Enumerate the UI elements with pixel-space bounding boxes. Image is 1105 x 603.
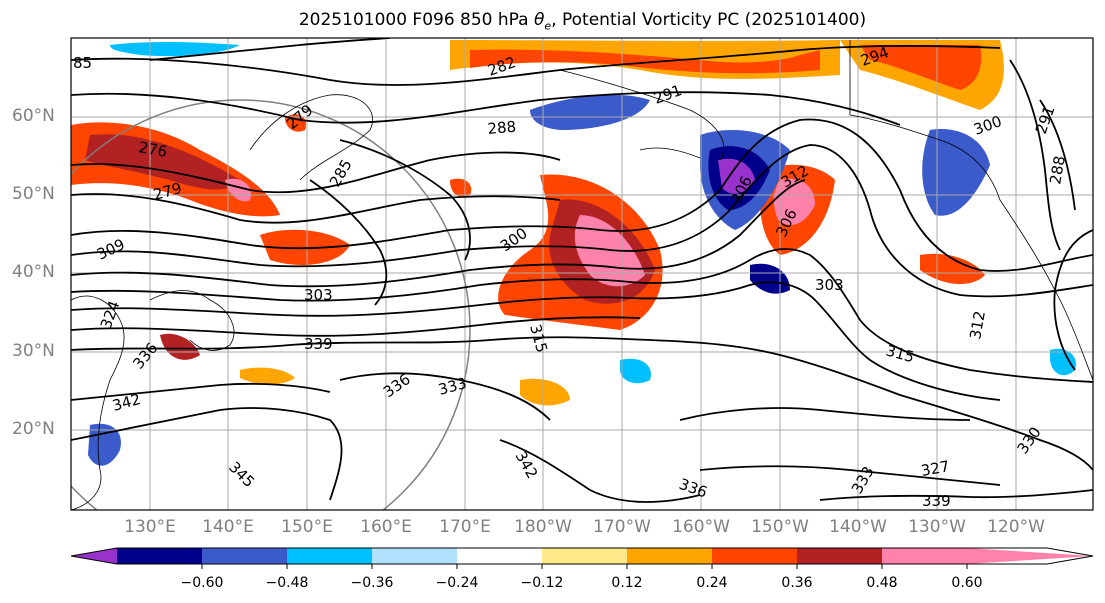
lat-label: 60°N [12, 106, 55, 126]
title-suffix: , Potential Vorticity PC (2025101400) [551, 10, 867, 30]
contour-label: 85 [73, 54, 92, 72]
lon-label: 130°W [908, 517, 966, 537]
lat-label: 20°N [12, 419, 55, 439]
lon-label: 180°W [514, 517, 572, 537]
lon-label: 140°W [829, 517, 887, 537]
colorbar-segment [882, 548, 967, 564]
colorbar-segment [372, 548, 457, 564]
lat-label: 30°N [12, 341, 55, 361]
map-frame [70, 37, 1094, 511]
colorbar-tick-label: 0.12 [611, 575, 643, 591]
colorbar-extend-high [967, 548, 1093, 564]
colorbar-segment [202, 548, 287, 564]
map-title: 2025101000 F096 850 hPa θe, Potential Vo… [0, 10, 1105, 32]
contour-label: 288 [1046, 154, 1069, 185]
colorbar-tick-label: 0.24 [696, 575, 728, 591]
contour-label: 339 [304, 335, 333, 353]
colorbar-extend-low [71, 548, 117, 564]
lat-label: 50°N [12, 184, 55, 204]
colorbar-tick-label: 0.60 [951, 575, 983, 591]
contour-label: 303 [815, 276, 844, 294]
pv-shading [71, 40, 1076, 466]
colorbar-segment [627, 548, 712, 564]
title-theta-subscript: e [544, 19, 552, 33]
lon-label: 140°E [202, 517, 254, 537]
colorbar-tick-label: −0.48 [265, 575, 309, 591]
graticule [71, 38, 1093, 510]
contour-label: 327 [920, 457, 951, 480]
colorbar-tick-label: −0.60 [180, 575, 224, 591]
contour-label: 288 [487, 118, 517, 138]
theta-e-contours [71, 38, 1093, 503]
title-prefix: 2025101000 F096 850 hPa [298, 10, 534, 30]
contour-label: 276 [137, 138, 168, 161]
colorbar [70, 547, 1094, 569]
colorbar-segment [542, 548, 627, 564]
contour-label: 303 [304, 286, 333, 304]
lon-label: 150°W [751, 517, 809, 537]
coastlines [71, 40, 1093, 510]
colorbar-segment [712, 548, 797, 564]
colorbar-segment [287, 548, 372, 564]
lon-label: 170°E [439, 517, 491, 537]
contour-label: 312 [966, 309, 989, 340]
colorbar-segment [117, 548, 202, 564]
lat-label: 40°N [12, 262, 55, 282]
colorbar-tick-label: 0.36 [781, 575, 813, 591]
map-panel: 85 282 294 279 291 288 276 300 291 285 2… [71, 38, 1093, 510]
contour-label: 339 [922, 492, 951, 510]
colorbar-tick-label: −0.24 [435, 575, 479, 591]
lon-label: 150°E [281, 517, 333, 537]
lon-label: 160°W [672, 517, 730, 537]
lon-label: 160°E [360, 517, 412, 537]
range-ring [71, 99, 471, 510]
lon-label: 130°E [124, 517, 176, 537]
colorbar-segment [457, 548, 542, 564]
colorbar-tick-label: −0.36 [350, 575, 394, 591]
title-theta: θ [534, 10, 545, 30]
colorbar-segment [797, 548, 882, 564]
lon-label: 120°W [987, 517, 1045, 537]
lon-label: 170°W [593, 517, 651, 537]
colorbar-tick-label: −0.12 [520, 575, 564, 591]
colorbar-tick-label: 0.48 [866, 575, 898, 591]
